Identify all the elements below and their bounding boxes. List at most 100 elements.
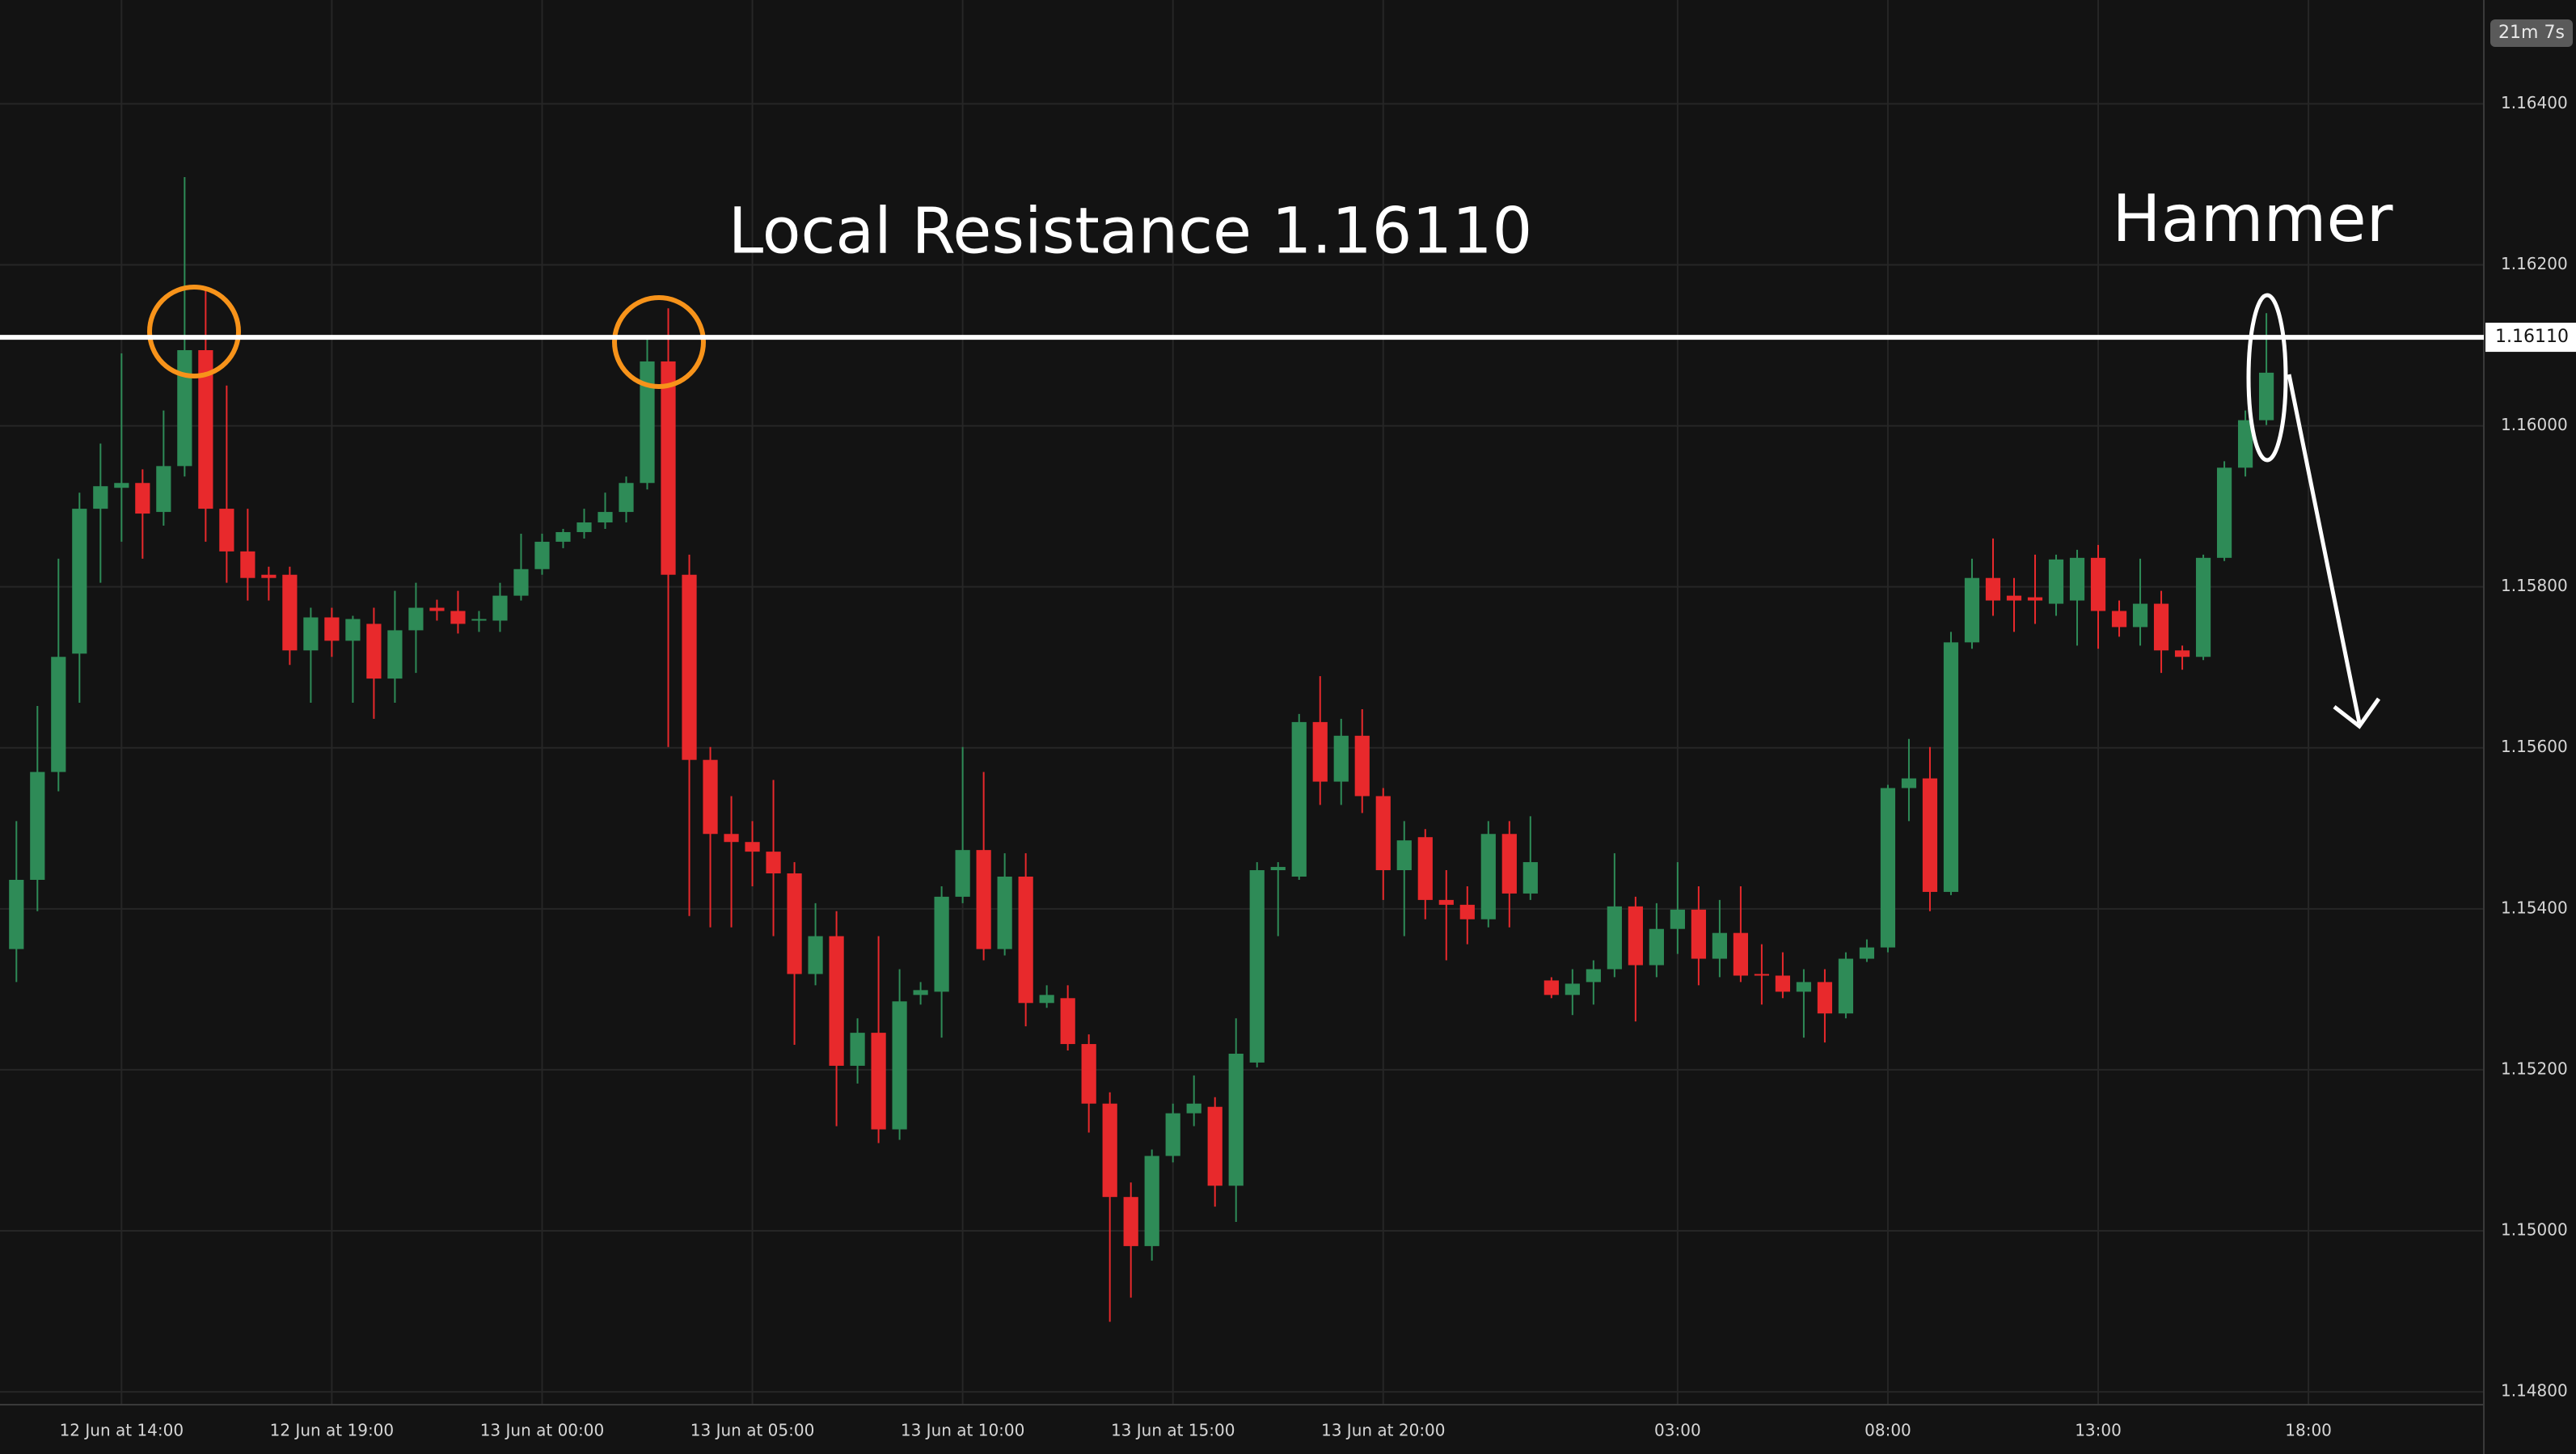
candle-body xyxy=(1354,735,1370,797)
candle-body xyxy=(1333,735,1349,782)
candle-body xyxy=(934,896,949,992)
candle-body xyxy=(9,879,24,949)
candle-body xyxy=(1796,982,1812,992)
candle-body xyxy=(2069,557,2085,601)
candle-body xyxy=(261,574,277,578)
candle-body xyxy=(682,574,697,760)
x-tick-label: 13 Jun at 10:00 xyxy=(901,1421,1025,1440)
x-tick-label: 12 Jun at 19:00 xyxy=(270,1421,395,1440)
candle-body xyxy=(324,617,340,641)
candle-body xyxy=(1207,1106,1223,1186)
candle-body xyxy=(534,541,550,569)
y-tick-label: 1.15000 xyxy=(2501,1219,2568,1239)
candle-body xyxy=(1880,788,1896,948)
candle-body xyxy=(1060,998,1075,1045)
x-tick-label: 13 Jun at 15:00 xyxy=(1111,1421,1235,1440)
candle-body xyxy=(1775,975,1791,992)
candle-body xyxy=(850,1033,865,1066)
candle-body xyxy=(1607,906,1622,970)
candle-body xyxy=(51,657,66,772)
candle-body xyxy=(408,607,424,631)
down-arrow xyxy=(2287,374,2362,724)
candle-body xyxy=(576,522,592,532)
y-tick-label: 1.16000 xyxy=(2501,415,2568,434)
candle-body xyxy=(1375,796,1391,871)
candle-body xyxy=(766,852,781,874)
candle-body xyxy=(997,877,1012,949)
y-tick-label: 1.16200 xyxy=(2501,254,2568,273)
candle-body xyxy=(156,466,171,513)
candle-body xyxy=(219,509,234,552)
candle-body xyxy=(1733,932,1748,976)
y-tick-label: 1.16400 xyxy=(2501,93,2568,112)
arrow-head xyxy=(2333,697,2381,729)
candle-body xyxy=(2174,650,2190,657)
candle-body xyxy=(1438,899,1454,905)
y-tick-label: 1.15800 xyxy=(2501,576,2568,595)
candle-body xyxy=(1859,947,1875,959)
candle-body xyxy=(745,842,760,852)
candles xyxy=(9,176,2274,1322)
y-tick-label: 1.14800 xyxy=(2501,1381,2568,1401)
candle-body xyxy=(1522,862,1538,894)
candle-body xyxy=(471,619,487,621)
candle-body xyxy=(2258,372,2274,421)
x-tick-label: 13:00 xyxy=(2075,1421,2122,1440)
candle-body xyxy=(2048,559,2064,604)
y-tick-label: 1.15600 xyxy=(2501,737,2568,756)
x-tick-label: 08:00 xyxy=(1864,1421,1911,1440)
y-tick-label: 1.15400 xyxy=(2501,898,2568,917)
candle-body xyxy=(1943,642,1959,892)
candle-body xyxy=(1901,778,1917,788)
candle-body xyxy=(555,531,571,542)
countdown-badge xyxy=(2490,19,2573,47)
x-tick-label: 03:00 xyxy=(1654,1421,1701,1440)
candle-body xyxy=(1249,870,1265,1063)
x-tick-label: 13 Jun at 00:00 xyxy=(480,1421,605,1440)
candle-body xyxy=(429,607,445,611)
candle-body xyxy=(1165,1113,1180,1156)
candle-body xyxy=(366,623,382,679)
overlay: Local Resistance 1.16110 Hammer 21m 7s 1… xyxy=(0,19,2576,729)
candle-body xyxy=(2216,467,2232,558)
candle-body xyxy=(1649,928,1664,966)
candle-body xyxy=(661,361,676,575)
candle-body xyxy=(892,1001,907,1130)
candle-body xyxy=(2006,595,2022,601)
candle-body xyxy=(1312,721,1328,782)
candle-body xyxy=(1838,958,1854,1014)
candle-body xyxy=(1964,577,1980,643)
candle-body xyxy=(1985,577,2001,601)
candle-body xyxy=(93,486,108,509)
candle-body xyxy=(619,483,634,513)
candle-body xyxy=(1081,1044,1096,1104)
candle-body xyxy=(2195,557,2211,657)
candle-body xyxy=(2237,420,2253,468)
candle-body xyxy=(1501,834,1517,894)
candle-body xyxy=(2132,603,2148,628)
candle-body xyxy=(871,1033,886,1130)
candle-body xyxy=(1922,778,1938,892)
candle-body xyxy=(829,936,844,1066)
grid xyxy=(0,0,2484,1405)
candle-body xyxy=(955,850,970,897)
hammer-ellipse xyxy=(2246,293,2288,463)
x-tick-label: 13 Jun at 20:00 xyxy=(1321,1421,1446,1440)
candle-body xyxy=(2111,611,2127,628)
candle-body xyxy=(240,551,255,578)
candle-body xyxy=(1459,904,1475,919)
candle-body xyxy=(303,617,319,651)
candle-body xyxy=(177,350,192,467)
candle-body xyxy=(703,759,718,835)
candle-body xyxy=(1565,983,1580,995)
candle-body xyxy=(1228,1053,1244,1186)
candle-body xyxy=(2027,597,2043,601)
candle-body xyxy=(598,512,613,523)
resistance-price-box xyxy=(2485,323,2576,353)
countdown: 21m 7s xyxy=(2498,23,2565,43)
candle-body xyxy=(640,361,655,484)
highlight-circle xyxy=(147,285,241,378)
candle-body xyxy=(1628,906,1643,966)
